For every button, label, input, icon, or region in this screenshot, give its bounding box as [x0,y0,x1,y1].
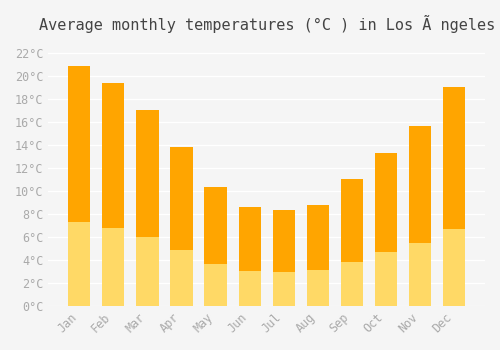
Bar [170,147,192,306]
Bar [68,66,90,306]
Bar [306,271,329,306]
Bar [238,207,260,306]
Bar [306,204,329,306]
Bar [375,252,397,306]
Bar [272,272,295,306]
Bar [136,237,158,306]
Bar [68,222,90,306]
Bar [136,110,158,306]
Bar [443,229,465,306]
Bar [272,210,295,306]
Bar [341,179,363,306]
Bar [443,87,465,306]
Bar [170,250,192,306]
Bar [204,264,227,306]
Title: Average monthly temperatures (°C ) in Los Ã ngeles: Average monthly temperatures (°C ) in Lo… [38,15,495,33]
Bar [102,83,124,306]
Bar [204,187,227,306]
Bar [409,243,431,306]
Bar [102,228,124,306]
Bar [409,126,431,306]
Bar [238,271,260,306]
Bar [341,261,363,306]
Bar [375,153,397,306]
